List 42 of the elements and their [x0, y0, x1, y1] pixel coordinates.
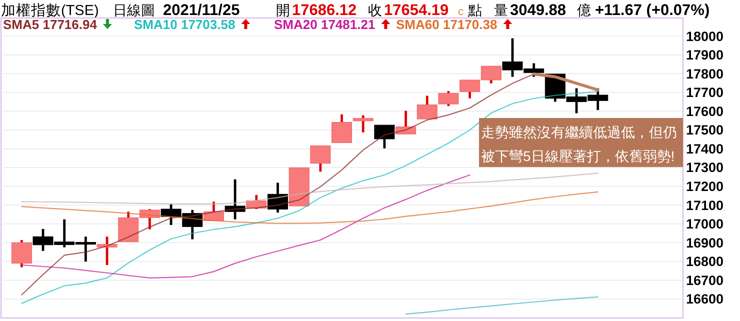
candlestick	[352, 114, 374, 134]
y-tick-label: 17200	[686, 179, 724, 194]
y-tick-label: 16800	[686, 254, 724, 270]
text: SMA20 17481.21	[274, 17, 376, 32]
annotation: 億	[577, 2, 591, 18]
candlestick	[438, 90, 459, 108]
candlestick	[11, 238, 32, 268]
line-series	[405, 296, 598, 315]
annotation: 17686.12	[292, 2, 357, 19]
chart-title: 加權指數(TSE)	[1, 2, 99, 19]
annotation: +11.67 (+0.07%)	[595, 2, 710, 19]
candlestick	[416, 94, 438, 120]
y-tick-label: 17700	[686, 85, 724, 100]
y-tick-label: 17100	[686, 198, 724, 213]
y-tick-label: 17800	[686, 66, 724, 82]
candlestick	[96, 235, 118, 266]
y-tick-label: 17500	[686, 122, 724, 138]
y-tick-label: 17900	[686, 48, 724, 63]
candlestick	[374, 124, 395, 150]
annotation: 2021/11/25	[163, 2, 240, 19]
annotation: 收	[368, 2, 382, 18]
y-tick-label: 18000	[686, 28, 724, 44]
y-tick-label: 17300	[686, 160, 724, 176]
y-tick-label: 17000	[686, 216, 724, 232]
text: SMA5 17716.94	[3, 17, 98, 32]
y-tick-label: 16600	[686, 292, 724, 307]
chart-subtitle: 日線圖	[113, 2, 155, 18]
y-tick-label: 17400	[686, 141, 724, 156]
y-tick-label: 16700	[686, 272, 724, 288]
annotation: 17654.19	[384, 2, 450, 19]
annotation: c	[458, 6, 464, 18]
candlestick	[332, 113, 352, 144]
text: SMA60 17170.38	[396, 17, 498, 32]
y-tick-label: 17600	[686, 104, 724, 119]
annotation: 點	[467, 2, 482, 18]
annotation: 3049.88	[510, 2, 566, 19]
candlestick	[310, 144, 331, 173]
annotation: 走勢雖然沒有繼續低過低，但仍被下彎5日線壓著打，依舊弱勢!	[481, 124, 677, 164]
annotation: 開	[276, 2, 290, 18]
annotation: 量	[494, 2, 508, 18]
text: SMA10 17703.58	[134, 17, 236, 32]
y-tick-label: 16900	[686, 235, 724, 250]
